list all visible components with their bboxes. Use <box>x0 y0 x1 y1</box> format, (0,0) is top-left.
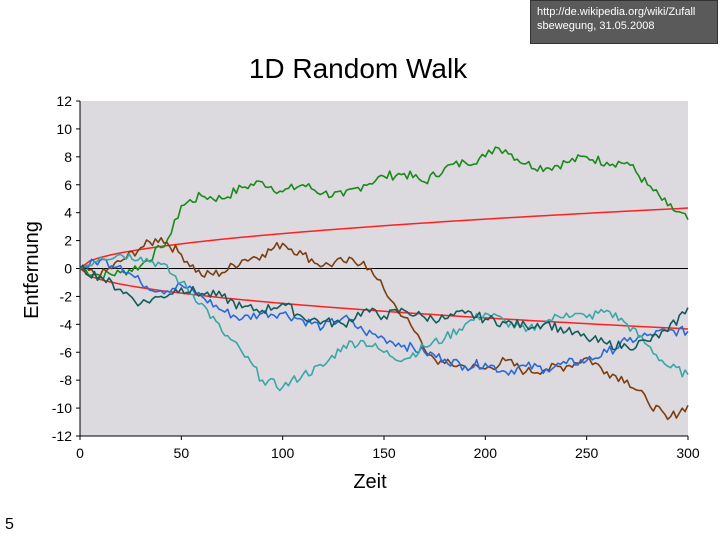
y-tick-label: -12 <box>52 428 72 444</box>
walk-series-1 <box>79 146 689 281</box>
chart-title: 1D Random Walk <box>249 53 468 84</box>
y-tick-label: -8 <box>60 372 73 388</box>
y-tick-label: 6 <box>64 177 72 193</box>
y-tick-label: 4 <box>64 205 72 221</box>
walk-series-3 <box>79 258 689 376</box>
y-axis: 12 10 8 6 4 2 0 -2 -4 -6 -8 -10 -12 <box>52 93 81 444</box>
y-tick-label: -10 <box>52 400 72 416</box>
y-tick-label: -6 <box>60 344 73 360</box>
x-axis: 0 50 100 150 200 250 300 <box>76 435 700 461</box>
y-tick-label: 8 <box>64 149 72 165</box>
source-note: http://de.wikipedia.org/wiki/Zufall sbew… <box>530 0 718 44</box>
x-tick-label: 250 <box>575 445 599 461</box>
envelope-upper <box>79 207 689 270</box>
x-tick-label: 300 <box>676 445 700 461</box>
source-url-line2: sbewegung, 31.05.2008 <box>537 20 655 32</box>
y-tick-label: 0 <box>64 261 72 277</box>
x-tick-label: 150 <box>372 445 396 461</box>
y-tick-label: 2 <box>64 233 72 249</box>
y-tick-label: 12 <box>56 93 72 109</box>
y-tick-label: 10 <box>56 121 72 137</box>
x-tick-label: 100 <box>271 445 295 461</box>
y-tick-label: -2 <box>60 288 73 304</box>
envelope-lower <box>79 267 689 330</box>
x-tick-label: 0 <box>76 445 84 461</box>
walk-series-5 <box>79 264 689 351</box>
slide-number: 5 <box>5 516 14 533</box>
y-tick-label: -4 <box>60 316 73 332</box>
x-axis-title: Zeit <box>353 471 387 493</box>
x-tick-label: 200 <box>474 445 498 461</box>
y-axis-title: Entfernung <box>21 221 43 319</box>
x-tick-label: 50 <box>174 445 190 461</box>
series-layer <box>79 146 689 421</box>
walk-series-4 <box>79 253 689 392</box>
source-url-line1: http://de.wikipedia.org/wiki/Zufall <box>537 6 696 18</box>
